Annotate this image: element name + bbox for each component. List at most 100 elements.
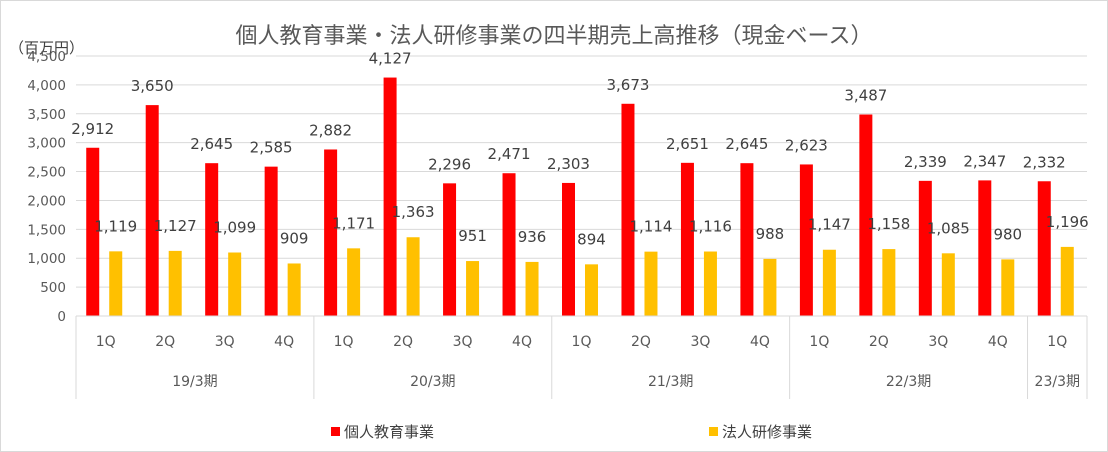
data-label: 2,882 [309, 121, 352, 139]
bar-individual [86, 147, 100, 316]
bar-individual [978, 180, 992, 316]
data-label: 2,303 [547, 155, 590, 173]
y-tick-label: 3,500 [27, 107, 66, 123]
bar-corporate [228, 252, 242, 316]
data-label: 2,339 [904, 153, 947, 171]
legend-label: 法人研修事業 [722, 423, 812, 441]
y-tick-label: 0 [57, 309, 66, 325]
data-label: 2,296 [428, 155, 471, 173]
data-label: 2,645 [190, 135, 233, 153]
x-tick-label: 1Q [334, 334, 354, 350]
data-label: 1,099 [213, 219, 256, 237]
data-label: 4,127 [369, 50, 412, 68]
data-label: 2,912 [71, 120, 114, 138]
bar-corporate [466, 261, 480, 316]
x-tick-label: 1Q [809, 334, 829, 350]
data-labels: 2,912 3,650 2,645 2,585 2,882 4,127 2,296 2,471… [71, 50, 1088, 249]
bar-individual [562, 182, 575, 316]
x-tick-label: 4Q [274, 334, 294, 350]
bar-corporate [882, 249, 896, 316]
period-label: 21/3期 [648, 374, 693, 390]
legend-label: 個人教育事業 [344, 423, 434, 441]
bar-individual [443, 183, 457, 316]
x-tick-label: 2Q [155, 334, 175, 350]
data-label: 1,196 [1046, 213, 1089, 231]
x-tick-label: 4Q [988, 334, 1008, 350]
period-label: 23/3期 [1035, 374, 1080, 390]
bar-individual [205, 163, 219, 316]
legend-swatch [709, 427, 718, 436]
data-label: 3,487 [844, 87, 887, 105]
data-label: 909 [280, 229, 309, 247]
legend-swatch [331, 427, 340, 436]
x-tick-label: 2Q [631, 334, 651, 350]
data-label: 1,119 [94, 217, 137, 235]
x-tick-label: 3Q [690, 334, 710, 350]
bar-corporate [644, 251, 658, 316]
x-tick-label: 4Q [512, 334, 532, 350]
y-tick-label: 2,500 [27, 165, 66, 181]
chart-title: 個人教育事業・法人研修事業の四半期売上高推移（現金ベース） [236, 24, 873, 49]
bar-individual [740, 163, 754, 316]
x-tick-label: 3Q [215, 334, 235, 350]
bar-corporate [822, 249, 836, 316]
data-label: 2,471 [488, 145, 531, 163]
bar-individual [859, 114, 873, 316]
y-tick-label: 4,500 [27, 49, 66, 65]
legend: 個人教育事業 法人研修事業 [331, 423, 812, 441]
x-tick-label: 4Q [750, 334, 770, 350]
bar-corporate [406, 237, 420, 316]
bar-individual [621, 103, 635, 316]
period-label: 20/3期 [410, 374, 455, 390]
y-tick-label: 1,500 [27, 222, 66, 238]
bar-corporate [109, 251, 123, 316]
bar-corporate [703, 251, 717, 316]
y-tick-label: 4,000 [27, 78, 66, 94]
x-tick-label: 1Q [572, 334, 592, 350]
bar-corporate [1060, 246, 1074, 316]
y-tick-label: 1,000 [27, 251, 66, 267]
bar-individual [383, 77, 397, 316]
data-label: 936 [518, 228, 547, 246]
data-label: 1,127 [154, 217, 197, 235]
bar-individual [918, 180, 932, 316]
data-label: 2,623 [785, 136, 828, 154]
y-tick-label: 500 [40, 280, 66, 296]
x-tick-label: 2Q [869, 334, 889, 350]
data-label: 2,332 [1023, 153, 1066, 171]
y-tick-label: 2,000 [27, 193, 66, 209]
gridlines [76, 55, 1087, 317]
x-tick-label: 2Q [393, 334, 413, 350]
data-label: 2,651 [666, 135, 709, 153]
y-tick-label: 3,000 [27, 136, 66, 152]
x-tick-label: 1Q [96, 334, 116, 350]
bar-corporate [941, 253, 955, 316]
bar-corporate [525, 261, 539, 316]
data-label: 951 [458, 227, 487, 245]
bar-corporate [585, 264, 598, 316]
data-label: 1,158 [867, 215, 910, 233]
data-label: 2,645 [725, 135, 768, 153]
unit-label: （百万円） [9, 39, 84, 57]
x-tick-label: 3Q [453, 334, 473, 350]
data-label: 1,171 [332, 214, 375, 232]
data-label: 894 [577, 230, 606, 248]
data-label: 1,363 [392, 203, 435, 221]
bars [86, 77, 1074, 316]
data-label: 3,673 [606, 76, 649, 94]
data-label: 1,085 [927, 219, 970, 237]
data-label: 2,347 [963, 152, 1006, 170]
x-axis: 1Q 2Q 3Q 4Q 1Q 2Q 3Q 4Q 1Q 2Q 3Q 4Q 1Q 2Q 3Q 4Q 1Q 19/3期 2… [75, 315, 1088, 399]
y-axis-ticks: 0 500 1,000 1,500 2,000 2,500 3,000 3,500 4,000 4… [27, 49, 66, 325]
period-label: 22/3期 [886, 374, 931, 390]
data-label: 1,116 [689, 218, 732, 236]
bar-individual [145, 105, 159, 316]
bar-individual [1037, 181, 1051, 316]
data-label: 2,585 [250, 139, 293, 157]
bar-individual [799, 164, 813, 316]
period-label: 19/3期 [172, 374, 217, 390]
bar-individual [502, 173, 516, 316]
bar-corporate [168, 250, 182, 316]
